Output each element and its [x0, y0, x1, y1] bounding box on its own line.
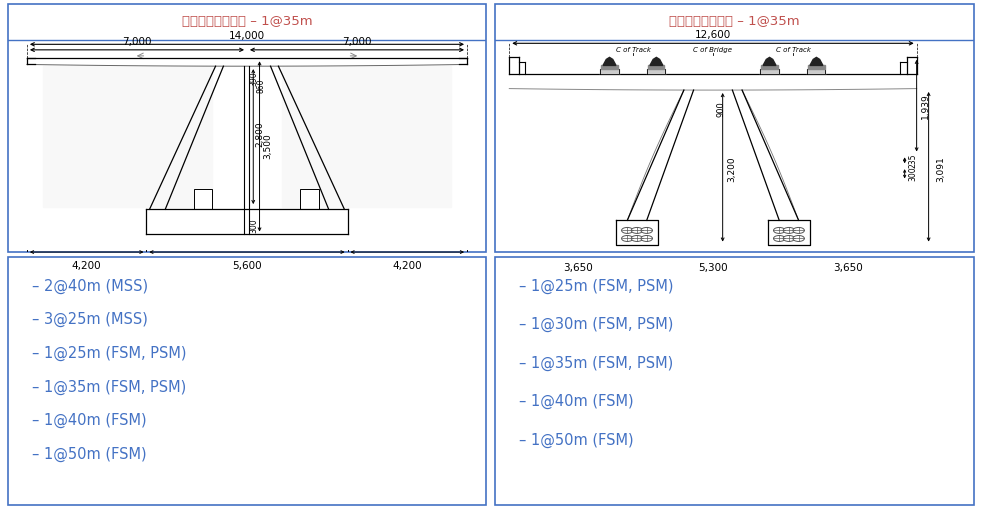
Text: 5,300: 5,300 — [698, 263, 728, 273]
Text: 3,200: 3,200 — [728, 156, 736, 182]
Text: 235: 235 — [908, 153, 917, 167]
Polygon shape — [510, 57, 525, 74]
Text: – 1@35m (FSM, PSM): – 1@35m (FSM, PSM) — [31, 379, 186, 394]
Circle shape — [784, 228, 794, 234]
Polygon shape — [603, 58, 616, 66]
Text: 3,091: 3,091 — [936, 156, 945, 182]
Text: – 2@40m (MSS): – 2@40m (MSS) — [31, 279, 148, 294]
Text: 3,500: 3,500 — [263, 133, 273, 159]
Text: 3,650: 3,650 — [833, 263, 863, 273]
Circle shape — [631, 228, 643, 234]
Text: 4,200: 4,200 — [72, 261, 101, 271]
Text: 1,939: 1,939 — [921, 93, 930, 119]
Text: – 1@35m (FSM, PSM): – 1@35m (FSM, PSM) — [518, 356, 673, 371]
Polygon shape — [647, 69, 666, 74]
Polygon shape — [616, 220, 658, 244]
Polygon shape — [807, 69, 826, 74]
Text: 〈경부고속철도〉 – 1@35m: 〈경부고속철도〉 – 1@35m — [182, 15, 312, 28]
Circle shape — [631, 236, 643, 241]
Polygon shape — [27, 48, 467, 66]
Polygon shape — [808, 66, 825, 69]
Text: – 3@25m (MSS): – 3@25m (MSS) — [31, 313, 147, 327]
Polygon shape — [763, 58, 776, 66]
Polygon shape — [601, 66, 618, 69]
Text: 300: 300 — [908, 166, 917, 181]
Text: – 1@30m (FSM, PSM): – 1@30m (FSM, PSM) — [518, 317, 674, 332]
Text: – 1@25m (FSM, PSM): – 1@25m (FSM, PSM) — [31, 346, 187, 361]
Text: 7,000: 7,000 — [342, 37, 372, 47]
Circle shape — [641, 236, 652, 241]
Polygon shape — [900, 57, 916, 74]
Circle shape — [784, 236, 794, 241]
Bar — [300, 189, 319, 209]
Text: C of Track: C of Track — [616, 47, 650, 53]
Polygon shape — [510, 74, 916, 90]
Polygon shape — [648, 66, 665, 69]
Text: 12,600: 12,600 — [695, 31, 731, 40]
Circle shape — [792, 228, 804, 234]
Text: 860: 860 — [256, 79, 265, 93]
Circle shape — [641, 228, 652, 234]
Circle shape — [622, 228, 633, 234]
Polygon shape — [650, 58, 663, 66]
Polygon shape — [768, 220, 810, 244]
Text: 14,000: 14,000 — [229, 32, 265, 41]
Circle shape — [622, 236, 633, 241]
Circle shape — [774, 228, 785, 234]
Polygon shape — [146, 209, 348, 235]
Polygon shape — [760, 69, 779, 74]
Polygon shape — [761, 66, 778, 69]
Text: – 1@50m (FSM): – 1@50m (FSM) — [518, 433, 633, 448]
Text: 5,600: 5,600 — [232, 261, 262, 271]
Text: 300: 300 — [249, 218, 258, 233]
Text: C of Bridge: C of Bridge — [693, 47, 733, 53]
Polygon shape — [282, 67, 452, 207]
Text: 2,800: 2,800 — [255, 121, 265, 147]
Text: – 1@40m (FSM): – 1@40m (FSM) — [518, 394, 633, 409]
Text: – 1@50m (FSM): – 1@50m (FSM) — [31, 446, 146, 462]
Polygon shape — [42, 67, 212, 207]
Text: 7,000: 7,000 — [122, 37, 152, 47]
Text: 4,200: 4,200 — [393, 261, 422, 271]
Polygon shape — [600, 69, 619, 74]
Text: – 1@25m (FSM, PSM): – 1@25m (FSM, PSM) — [518, 279, 674, 294]
Text: C of Track: C of Track — [776, 47, 810, 53]
Circle shape — [792, 236, 804, 241]
Circle shape — [774, 236, 785, 241]
Text: 900: 900 — [716, 101, 725, 117]
Text: 3,650: 3,650 — [563, 263, 593, 273]
Text: – 1@40m (FSM): – 1@40m (FSM) — [31, 413, 146, 428]
Text: 390: 390 — [249, 71, 258, 86]
Polygon shape — [810, 58, 823, 66]
Text: 〈호남고속철도〉 – 1@35m: 〈호남고속철도〉 – 1@35m — [669, 15, 800, 28]
Bar — [193, 189, 212, 209]
